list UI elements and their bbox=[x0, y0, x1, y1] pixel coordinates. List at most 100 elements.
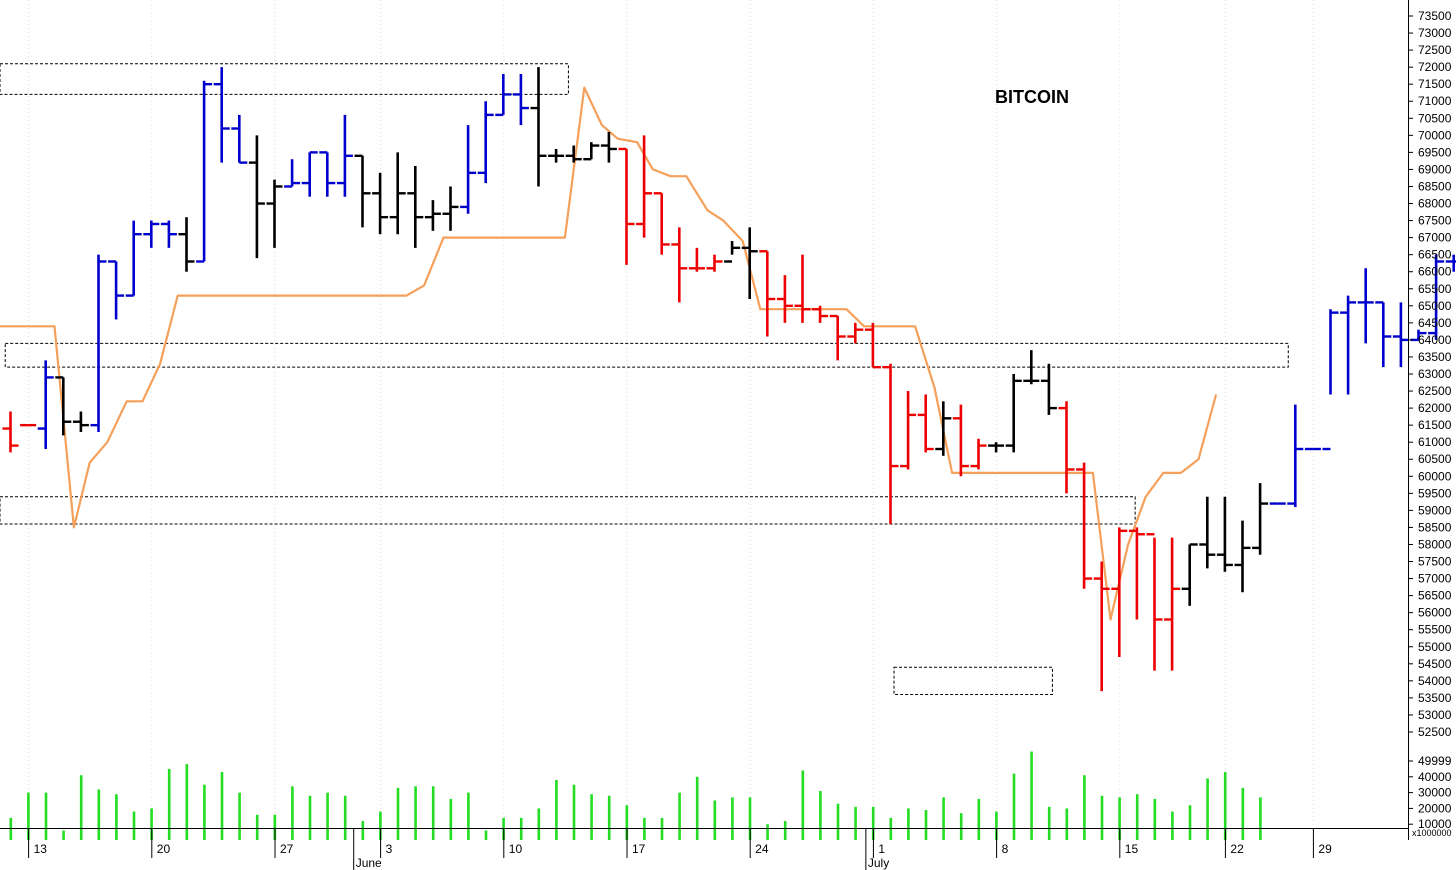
price-tick-label: 71500 bbox=[1418, 77, 1452, 91]
volume-bar bbox=[431, 786, 435, 840]
ohlc-bar bbox=[37, 360, 54, 450]
price-tick-label: 58500 bbox=[1418, 520, 1452, 534]
ohlc-bar bbox=[671, 227, 688, 303]
ohlc-bar bbox=[1428, 254, 1445, 340]
volume-bar bbox=[836, 803, 840, 840]
ohlc-bar bbox=[1287, 404, 1304, 507]
ohlc-bar bbox=[248, 135, 265, 259]
volume-bar bbox=[467, 792, 470, 840]
volume-bar bbox=[1259, 797, 1262, 840]
price-tick-label: 69500 bbox=[1418, 145, 1452, 159]
ohlc-bar bbox=[319, 151, 336, 197]
ohlc-bar bbox=[724, 241, 741, 263]
ohlc-bar bbox=[812, 305, 829, 323]
volume-bar bbox=[748, 797, 752, 840]
ohlc-bar bbox=[1128, 527, 1145, 620]
volume-bar bbox=[1153, 798, 1157, 840]
volume-bar bbox=[27, 792, 30, 840]
ohlc-bar bbox=[1111, 527, 1128, 657]
price-tick-label: 64500 bbox=[1418, 316, 1452, 330]
ohlc-bar bbox=[618, 147, 635, 265]
ohlc-bar bbox=[1023, 350, 1040, 385]
volume-bar bbox=[1012, 773, 1016, 840]
date-tick-label: 29 bbox=[1318, 842, 1332, 856]
ohlc-bar bbox=[688, 247, 705, 272]
volume-bar bbox=[97, 789, 101, 840]
date-tick-label: 17 bbox=[632, 842, 646, 856]
price-tick-label: 65000 bbox=[1418, 299, 1452, 313]
ohlc-bar bbox=[882, 363, 899, 525]
range-box bbox=[4, 342, 1289, 368]
ohlc-bar bbox=[1375, 301, 1392, 368]
ohlc-bar bbox=[1040, 363, 1057, 415]
ohlc-bar bbox=[1093, 561, 1110, 692]
volume-bar bbox=[203, 784, 206, 840]
volume-bar bbox=[255, 814, 259, 840]
price-tick-label: 53500 bbox=[1418, 691, 1452, 705]
price-tick-label: 62000 bbox=[1418, 401, 1452, 415]
volume-tick-label: 49999 bbox=[1418, 754, 1452, 768]
price-tick-label: 66500 bbox=[1418, 248, 1452, 262]
volume-bar bbox=[1065, 808, 1069, 840]
volume-bar bbox=[62, 830, 65, 840]
volume-bar bbox=[1047, 806, 1051, 840]
volume-bar bbox=[625, 805, 629, 840]
ohlc-bar bbox=[636, 135, 653, 238]
ohlc-bar bbox=[706, 254, 723, 272]
volume-unit-label: x1000000 bbox=[1412, 828, 1452, 838]
volume-bar bbox=[537, 808, 541, 840]
ohlc-bar bbox=[336, 114, 353, 197]
volume-bar bbox=[167, 768, 171, 840]
volume-bar bbox=[924, 809, 928, 840]
date-tick-label: 20 bbox=[157, 842, 171, 856]
ohlc-bar bbox=[988, 442, 1005, 453]
ohlc-bar bbox=[653, 192, 670, 255]
price-tick-label: 62500 bbox=[1418, 384, 1452, 398]
volume-bar bbox=[555, 779, 558, 840]
price-tick-label: 66000 bbox=[1418, 265, 1452, 279]
ohlc-bar bbox=[301, 151, 318, 197]
ohlc-bar bbox=[1146, 533, 1163, 671]
volume-bar bbox=[1118, 797, 1121, 840]
ohlc-bar bbox=[284, 159, 301, 188]
volume-bar bbox=[291, 786, 294, 840]
ohlc-bar bbox=[495, 73, 512, 117]
ohlc-bar bbox=[900, 391, 917, 470]
price-tick-label: 67500 bbox=[1418, 214, 1452, 228]
month-label: July bbox=[868, 856, 889, 870]
ohlc-bar bbox=[108, 260, 125, 320]
ohlc-bar bbox=[952, 404, 969, 477]
volume-bar bbox=[1171, 811, 1174, 840]
price-tick-label: 59500 bbox=[1418, 486, 1452, 500]
ohlc-bar bbox=[1445, 254, 1456, 272]
ohlc-bar bbox=[600, 131, 617, 163]
ohlc-bar bbox=[231, 114, 248, 164]
ohlc-bar bbox=[1234, 520, 1251, 593]
ohlc-bar bbox=[477, 101, 494, 184]
ohlc-bar bbox=[917, 394, 934, 453]
ohlc-bars bbox=[2, 67, 1456, 692]
volume-bar bbox=[414, 786, 417, 840]
volume-bar bbox=[115, 794, 118, 840]
ohlc-bar bbox=[583, 142, 600, 161]
ohlc-bar bbox=[460, 125, 477, 214]
volume-bar bbox=[995, 811, 998, 840]
volume-bar bbox=[977, 798, 981, 840]
volume-bar bbox=[484, 830, 488, 840]
volume-bar bbox=[44, 792, 48, 840]
indicator-line bbox=[0, 86, 1218, 621]
volume-bar bbox=[132, 811, 136, 840]
ohlc-bar bbox=[72, 411, 89, 432]
ohlc-bar bbox=[530, 67, 547, 187]
ohlc-bar bbox=[372, 172, 389, 235]
price-tick-label: 63500 bbox=[1418, 350, 1452, 364]
volume-bar bbox=[1206, 778, 1209, 840]
date-tick-label: 3 bbox=[386, 842, 393, 856]
ohlc-bar bbox=[407, 166, 424, 248]
date-tick-label: 24 bbox=[755, 842, 769, 856]
volume-bar bbox=[907, 808, 910, 840]
ohlc-bar bbox=[1392, 302, 1409, 368]
ohlc-bar bbox=[90, 254, 107, 432]
date-tick-label: 8 bbox=[1002, 842, 1009, 856]
range-box bbox=[893, 666, 1053, 695]
